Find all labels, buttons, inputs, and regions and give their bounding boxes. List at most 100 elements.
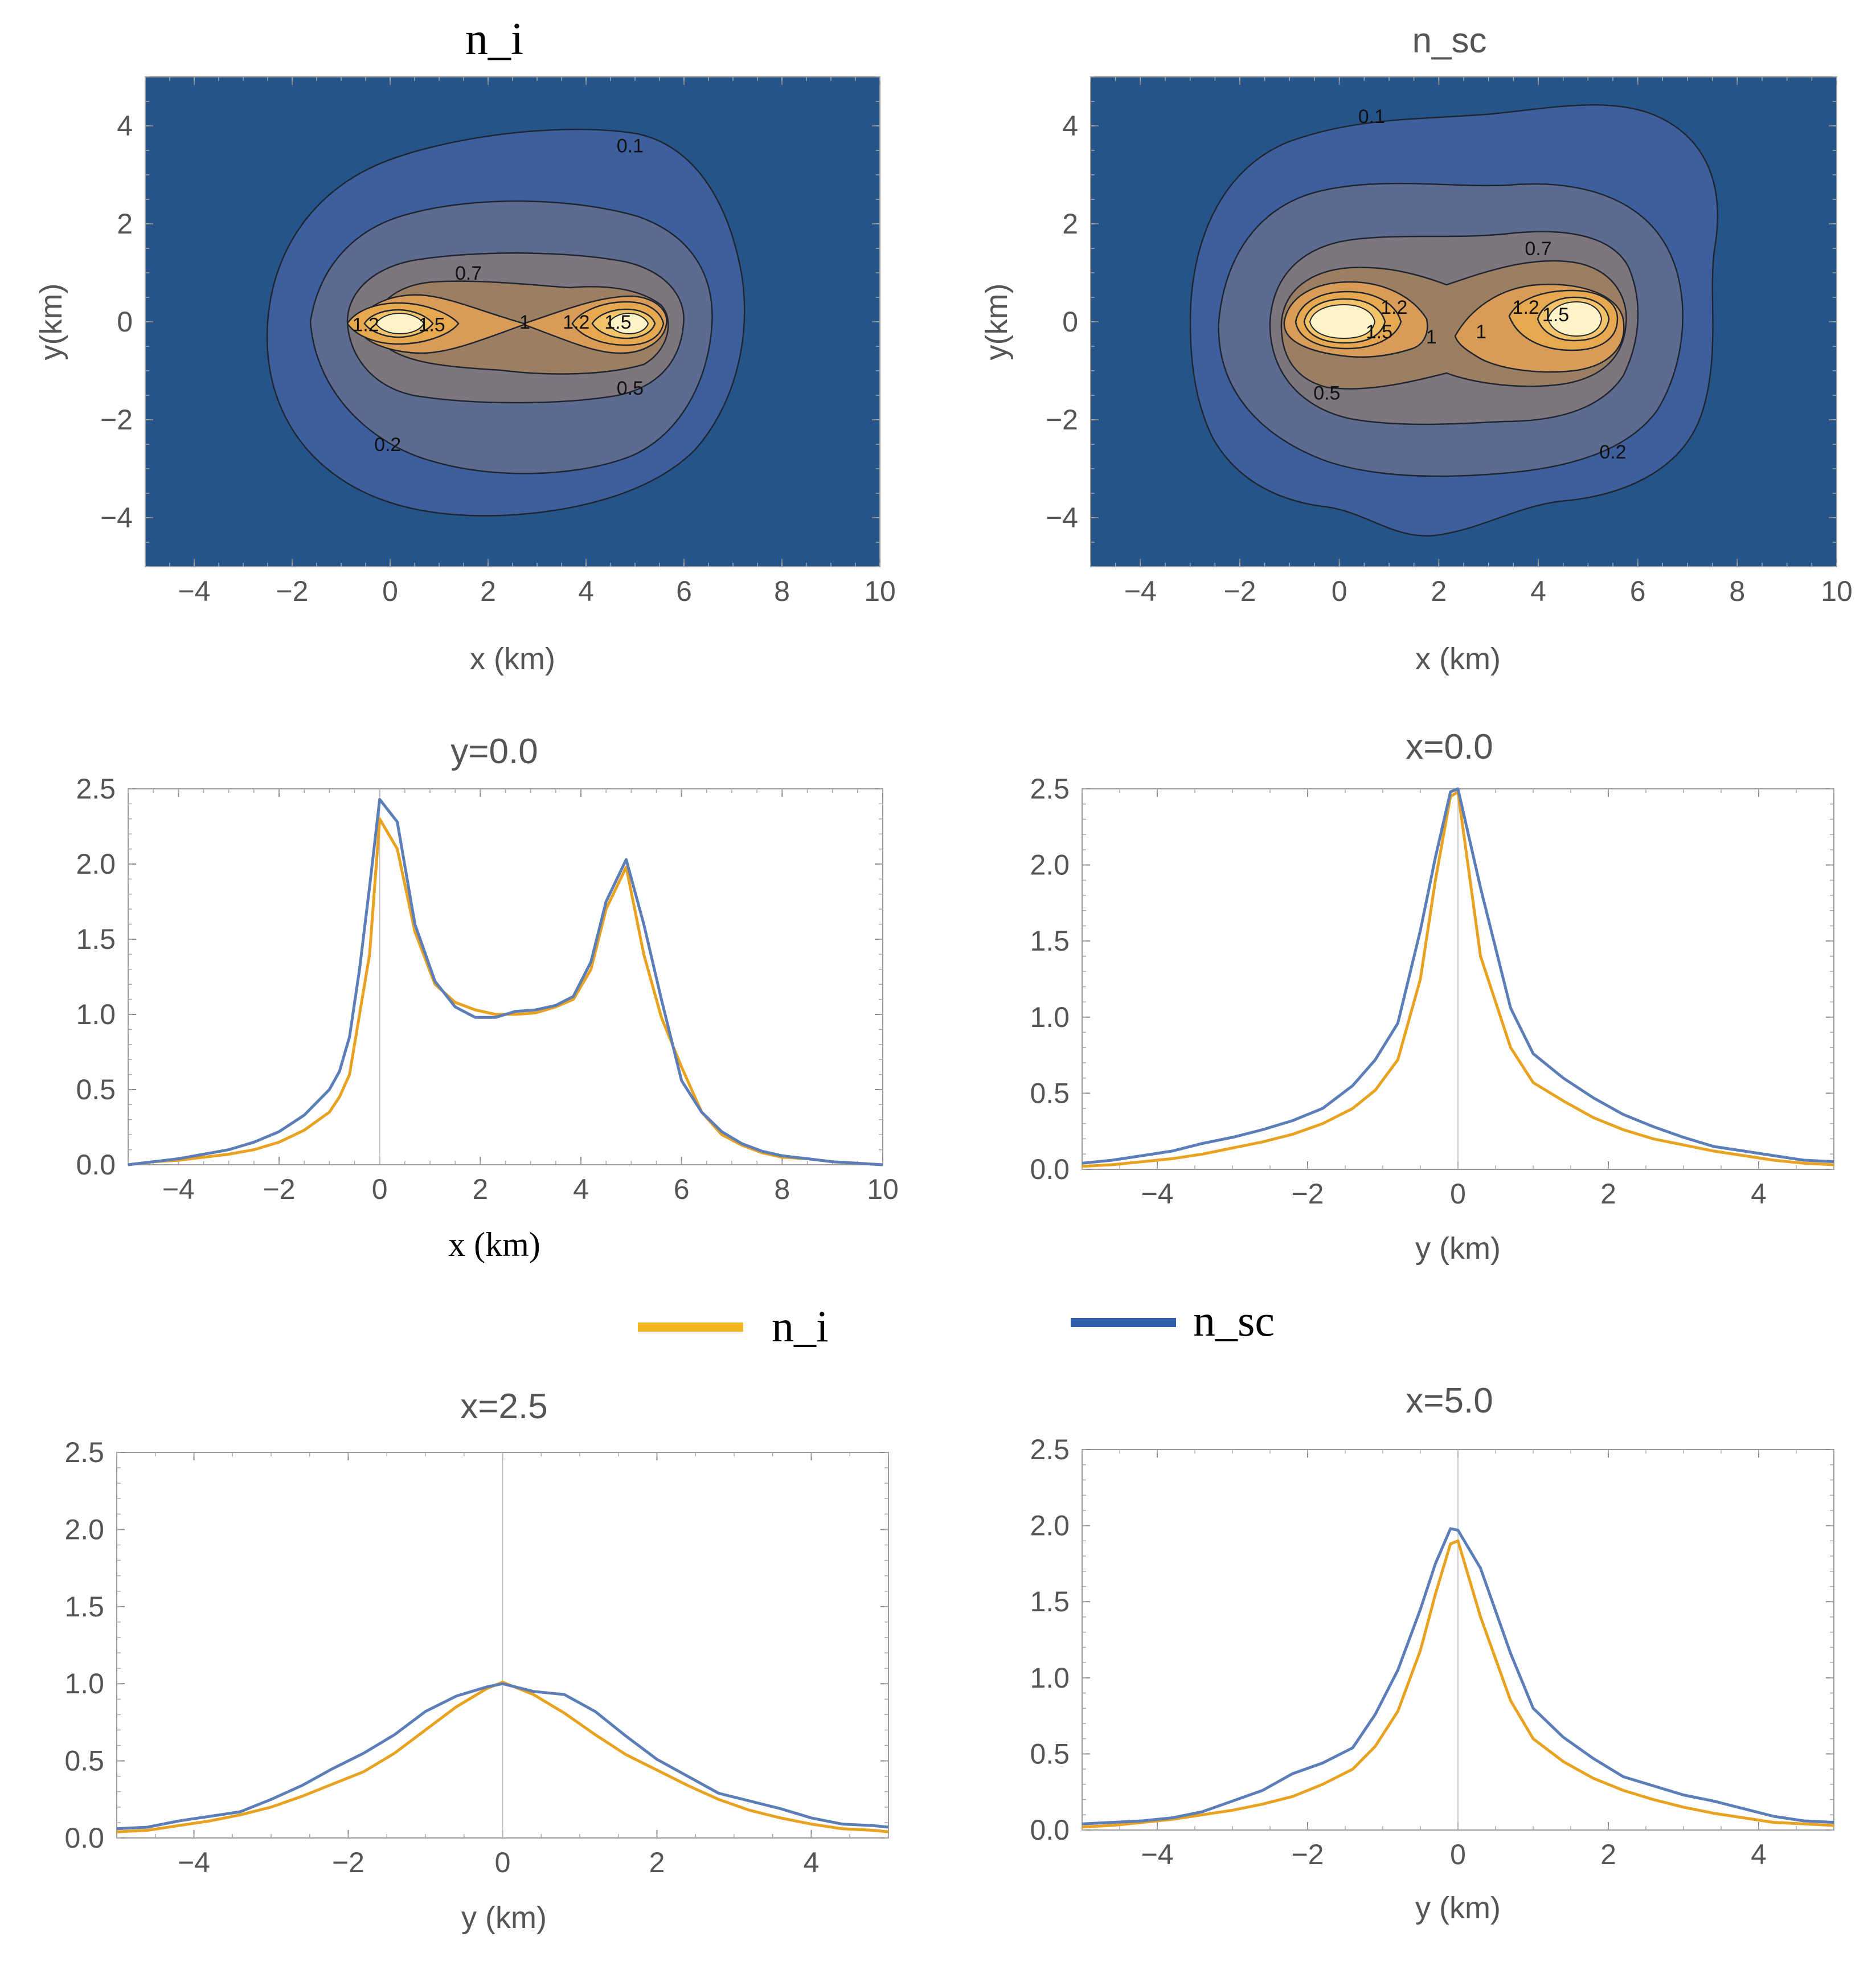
axis-ticks: −4 −2 0 2 4 0.0 0.5 1.0 1.5 2.0 2.5 <box>1030 773 1834 1210</box>
legend-label-n_sc: n_sc <box>1193 1296 1275 1345</box>
series-line-n_sc <box>1082 787 1834 1165</box>
contour-label: 1.5 <box>1366 321 1392 343</box>
x-axis-label: x (km) <box>470 642 555 676</box>
contour-panel-nsc: n_sc 0.10.71.21.5 1 11.2 1.50.50.2 −4 −2 0 2 4 6… <box>980 21 1853 676</box>
axis-ticks: −4 −2 0 2 4 0.0 0.5 1.0 1.5 2.0 2.5 <box>64 1436 889 1878</box>
axis-ticks: −4 −2 0 2 4 6 8 10 −4 −2 0 2 4 <box>1046 76 1853 607</box>
y-tick-label: 1.0 <box>76 998 116 1030</box>
x-tick-label: 4 <box>1751 1839 1767 1870</box>
x-tick-label: 2 <box>480 575 496 607</box>
y-tick-label: 0.5 <box>1030 1738 1070 1770</box>
y-tick-label: 2.5 <box>1030 1434 1070 1465</box>
y-tick-label: 2 <box>117 208 133 240</box>
x-tick-label: −4 <box>162 1173 195 1205</box>
x-tick-label: 10 <box>864 575 896 607</box>
x-tick-label: 2 <box>1600 1839 1616 1870</box>
contour-label: 1 <box>1426 326 1437 348</box>
chart-title: x=5.0 <box>1406 1381 1493 1420</box>
contour-label: 0.7 <box>1525 238 1551 260</box>
legend-item-n_sc: n_sc <box>1071 1296 1275 1345</box>
y-tick-label: 1.0 <box>64 1668 104 1700</box>
y-tick-label: 2.0 <box>76 848 116 880</box>
contour-label: 1.2 <box>1381 297 1407 318</box>
y-tick-label: 0 <box>1062 306 1078 338</box>
y-tick-label: 1.0 <box>1030 1001 1070 1033</box>
legend-item-n_i: n_i <box>638 1301 829 1351</box>
contour-label: 0.2 <box>374 434 401 456</box>
series-line-n_sc <box>116 1682 889 1831</box>
contour-labels: 0.10.71.21.5 1 11.2 1.50.50.2 <box>1313 106 1626 463</box>
x-tick-label: −2 <box>332 1847 364 1878</box>
x-tick-label: 2 <box>1431 575 1447 607</box>
series-line-n_sc <box>1082 1527 1834 1825</box>
y-tick-label: −4 <box>100 502 133 534</box>
axis-ticks: −4 −2 0 2 4 0.0 0.5 1.0 1.5 2.0 2.5 <box>1030 1434 1834 1870</box>
x-tick-label: −2 <box>1291 1839 1324 1870</box>
y-tick-label: 0.5 <box>64 1745 104 1777</box>
x-tick-label: −2 <box>1223 575 1256 607</box>
x-tick-label: 8 <box>774 1173 790 1205</box>
x-axis-label: x (km) <box>448 1226 540 1263</box>
x-tick-label: 0 <box>1450 1839 1466 1870</box>
x-tick-label: 0 <box>382 575 398 607</box>
x-axis-label: y (km) <box>461 1901 547 1935</box>
contour-label: 1 <box>519 312 530 333</box>
series-line-n_i <box>1082 1539 1834 1829</box>
x-tick-label: 6 <box>1630 575 1646 607</box>
y-tick-label: 2.0 <box>64 1513 104 1545</box>
y-tick-label: 1.5 <box>1030 1586 1070 1618</box>
x-tick-label: 2 <box>1600 1178 1616 1210</box>
x-tick-label: −2 <box>263 1173 295 1205</box>
contour-label: 0.7 <box>455 263 482 284</box>
y-tick-label: 0.0 <box>76 1149 116 1181</box>
y-tick-label: 0.0 <box>1030 1153 1070 1185</box>
x-axis-label: y (km) <box>1415 1891 1501 1925</box>
y-tick-label: 2.0 <box>1030 849 1070 881</box>
x-tick-label: −4 <box>1124 575 1157 607</box>
contour-label: 1.5 <box>604 312 631 333</box>
y-tick-label: 0.0 <box>1030 1814 1070 1846</box>
data-lines <box>1082 787 1834 1169</box>
y-tick-label: −2 <box>1046 404 1078 436</box>
x-tick-label: −2 <box>276 575 308 607</box>
x-tick-label: 10 <box>867 1173 899 1205</box>
x-tick-label: 6 <box>674 1173 690 1205</box>
contour-region-peak-right <box>607 312 649 335</box>
data-lines <box>1082 1450 1834 1830</box>
contour-fill <box>145 77 880 567</box>
y-tick-label: 0.0 <box>64 1822 104 1854</box>
x-tick-label: 8 <box>774 575 790 607</box>
contour-region-peak-right <box>1547 301 1603 337</box>
y-axis-label: y(km) <box>34 284 68 361</box>
x-tick-label: −2 <box>1291 1178 1324 1210</box>
axis-ticks: −4 −2 0 2 4 6 8 10 0.0 0.5 1.0 1.5 2.0 2.5 <box>76 773 898 1205</box>
x-tick-label: 0 <box>1450 1178 1466 1210</box>
contour-region-peak-left <box>375 312 425 335</box>
y-tick-label: 2.5 <box>1030 773 1070 805</box>
x-tick-label: 4 <box>804 1847 820 1878</box>
x-axis-label: y (km) <box>1415 1231 1501 1266</box>
y-axis-label: y(km) <box>980 284 1014 361</box>
y-tick-label: 1.5 <box>1030 925 1070 957</box>
x-tick-label: 0 <box>495 1847 511 1878</box>
x-tick-label: 4 <box>573 1173 589 1205</box>
y-tick-label: 2.5 <box>76 773 116 805</box>
x-tick-label: −4 <box>1141 1178 1173 1210</box>
data-lines <box>128 789 883 1166</box>
x-tick-label: 4 <box>1751 1178 1767 1210</box>
x-tick-label: 0 <box>372 1173 388 1205</box>
contour-label: 0.1 <box>1358 106 1385 128</box>
y-tick-label: 2.5 <box>64 1436 104 1468</box>
x-tick-label: 4 <box>1530 575 1546 607</box>
x-tick-label: 0 <box>1332 575 1347 607</box>
series-line-n_i <box>128 817 883 1166</box>
x-axis-label: x (km) <box>1415 642 1501 676</box>
chart-title: x=2.5 <box>460 1387 547 1426</box>
y-tick-label: 1.5 <box>64 1591 104 1623</box>
contour-label: 1.5 <box>1542 304 1569 326</box>
contour-fill <box>1091 77 1837 567</box>
contour-label: 1.5 <box>418 314 445 335</box>
chart-title: n_sc <box>1412 21 1487 60</box>
y-tick-label: 0.5 <box>1030 1077 1070 1109</box>
